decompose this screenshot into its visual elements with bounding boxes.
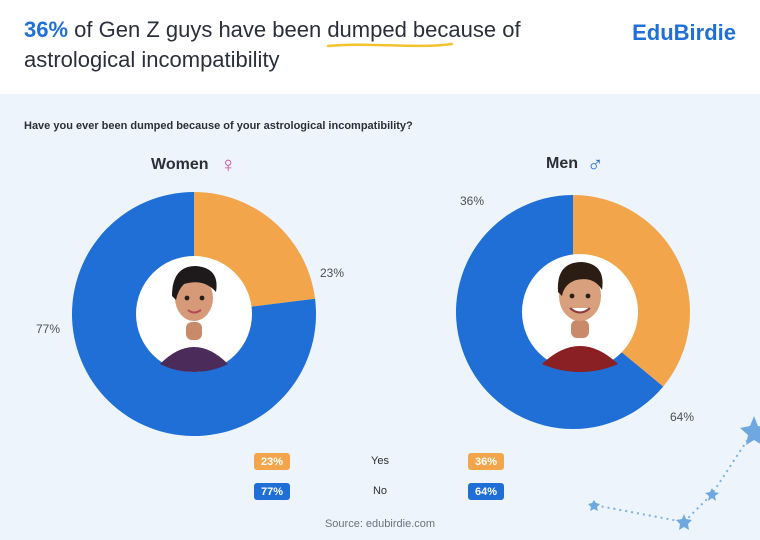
male-symbol-icon: ♂ [587,152,604,177]
men-no-data-label: 64% [670,410,695,424]
highlight-underline-icon [326,42,454,48]
title-line1: of Gen Z guys have been dumped because o… [68,17,521,42]
title-line2: astrological incompatibility [24,47,280,72]
constellation-stars-icon [588,416,760,530]
source-note: Source: edubirdie.com [324,518,436,530]
legend-women-no: 77% [254,483,290,500]
men-label: Men [546,155,578,172]
header: 36% of Gen Z guys have been dumped becau… [0,0,760,94]
female-symbol-icon: ♀ [220,152,237,177]
women-yes-data-label: 23% [320,266,345,280]
legend-no-label: No [372,485,388,497]
women-no-data-label: 77% [36,322,61,336]
brand-logo[interactable]: EduBirdie [632,20,736,45]
women-label: Women [151,156,209,173]
avatar-women [136,256,252,372]
legend-yes-label: Yes [371,455,389,467]
men-yes-data-label: 36% [460,194,485,208]
legend-women-yes: 23% [254,453,290,470]
avatar-men [522,254,638,372]
legend-men-no: 64% [468,483,504,500]
title-accent: 36% [24,17,69,42]
survey-question: Have you ever been dumped because of you… [24,120,413,132]
legend-men-yes: 36% [468,453,504,470]
page-title: 36% of Gen Z guys have been dumped becau… [24,15,604,75]
